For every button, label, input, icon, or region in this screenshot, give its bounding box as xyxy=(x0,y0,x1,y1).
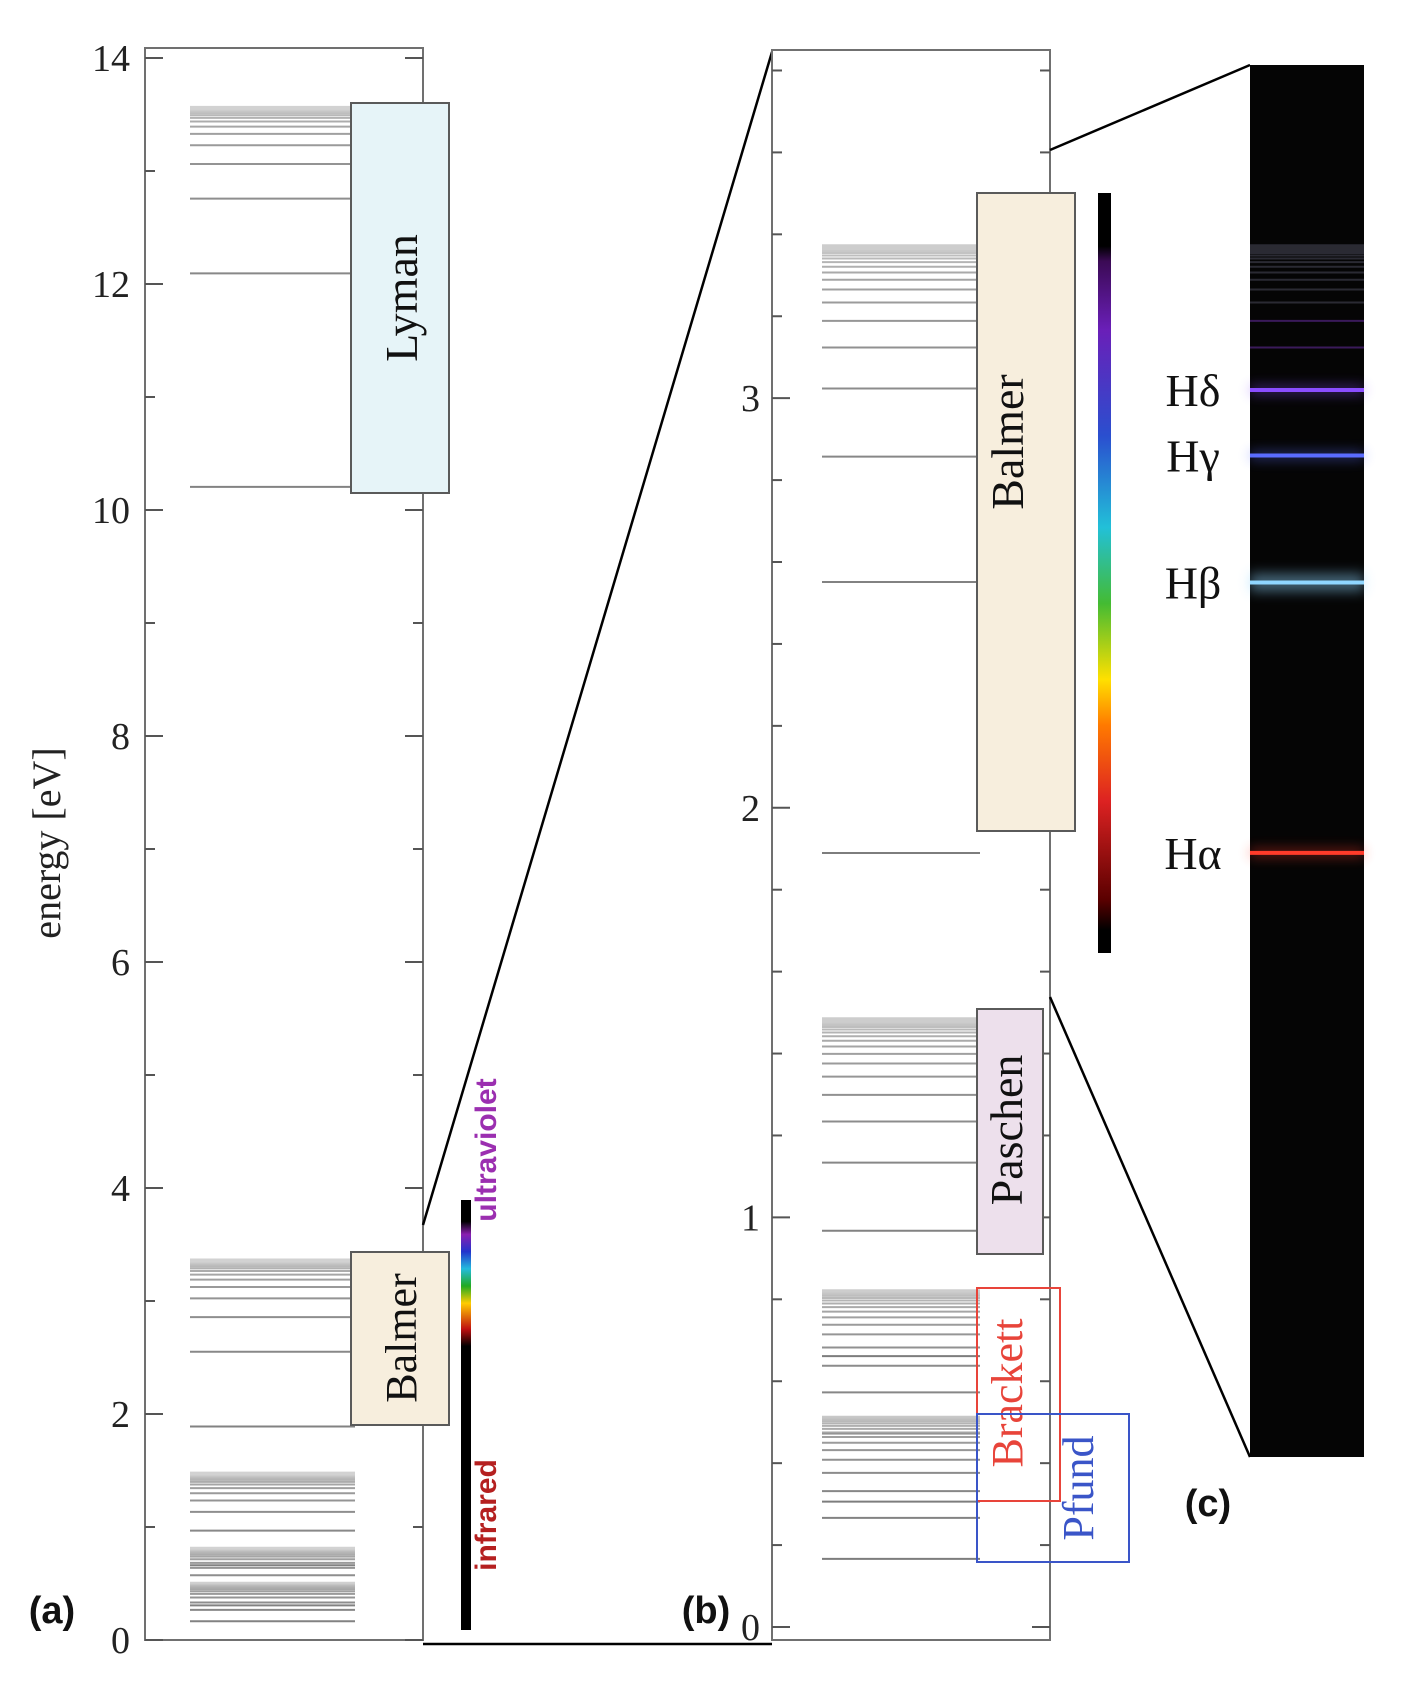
brackett-series-box xyxy=(976,1287,1061,1502)
tick-label: 2 xyxy=(741,788,760,830)
panel-a-energy-levels xyxy=(190,105,355,1623)
panel-a: 0 2 4 6 8 10 12 14 Lyman Balmer ultraviolet inf… xyxy=(24,38,503,1662)
tick-label: 0 xyxy=(111,1620,130,1662)
emission-line-label: Hδ xyxy=(1166,365,1221,416)
emission-line-label: Hα xyxy=(1164,828,1221,879)
visible-spectrum-bar-b xyxy=(1098,193,1111,953)
brackett-label: Brackett xyxy=(983,1318,1032,1467)
pfund-series-box xyxy=(976,1413,1130,1563)
tick-label: 10 xyxy=(92,490,130,532)
faint-emission-lines xyxy=(1250,244,1364,349)
panel-c: Hδ Hγ Hβ Hα (c) xyxy=(1164,65,1364,1525)
zoom-line-c-top xyxy=(1049,63,1251,152)
pfund-label: Pfund xyxy=(1054,1435,1103,1540)
visible-spectrum-bar-a xyxy=(461,1200,471,1630)
balmer-label-a: Balmer xyxy=(377,1273,426,1403)
panel-b-label: (b) xyxy=(682,1590,731,1632)
tick-label: 4 xyxy=(111,1168,130,1210)
tick-label: 0 xyxy=(741,1607,760,1649)
panel-a-ticks: 0 2 4 6 8 10 12 14 xyxy=(92,38,423,1662)
zoom-line-top xyxy=(421,51,774,1226)
emission-line-label: Hβ xyxy=(1165,557,1222,608)
paschen-series-box xyxy=(976,1008,1044,1255)
energy-axis-label: energy [eV] xyxy=(24,747,69,938)
lyman-series-box xyxy=(350,102,450,494)
panel-a-label: (a) xyxy=(29,1590,75,1632)
tick-label: 6 xyxy=(111,942,130,984)
panel-b: 0 1 2 3 Balmer Paschen Brackett Pfund (b) xyxy=(682,49,1130,1649)
emission-line-label: Hγ xyxy=(1166,431,1220,482)
panel-c-label: (c) xyxy=(1185,1483,1231,1525)
zoom-line-c-bottom xyxy=(1048,996,1252,1458)
ultraviolet-label: ultraviolet xyxy=(470,1078,503,1221)
tick-label: 14 xyxy=(92,38,130,80)
balmer-series-box-b xyxy=(976,192,1076,832)
panel-b-energy-levels xyxy=(822,244,980,1560)
lyman-label: Lyman xyxy=(376,234,427,362)
tick-label: 1 xyxy=(741,1197,760,1239)
balmer-label-b: Balmer xyxy=(982,374,1033,509)
tick-label: 12 xyxy=(92,264,130,306)
emission-spectrum-strip xyxy=(1250,65,1364,1457)
tick-label: 8 xyxy=(111,716,130,758)
balmer-series-box-a xyxy=(350,1251,450,1426)
paschen-label: Paschen xyxy=(981,1055,1032,1206)
tick-label: 3 xyxy=(741,378,760,420)
emission-lines: Hδ Hγ Hβ Hα xyxy=(1164,365,1364,879)
infrared-label: infrared xyxy=(470,1459,503,1571)
tick-label: 2 xyxy=(111,1394,130,1436)
